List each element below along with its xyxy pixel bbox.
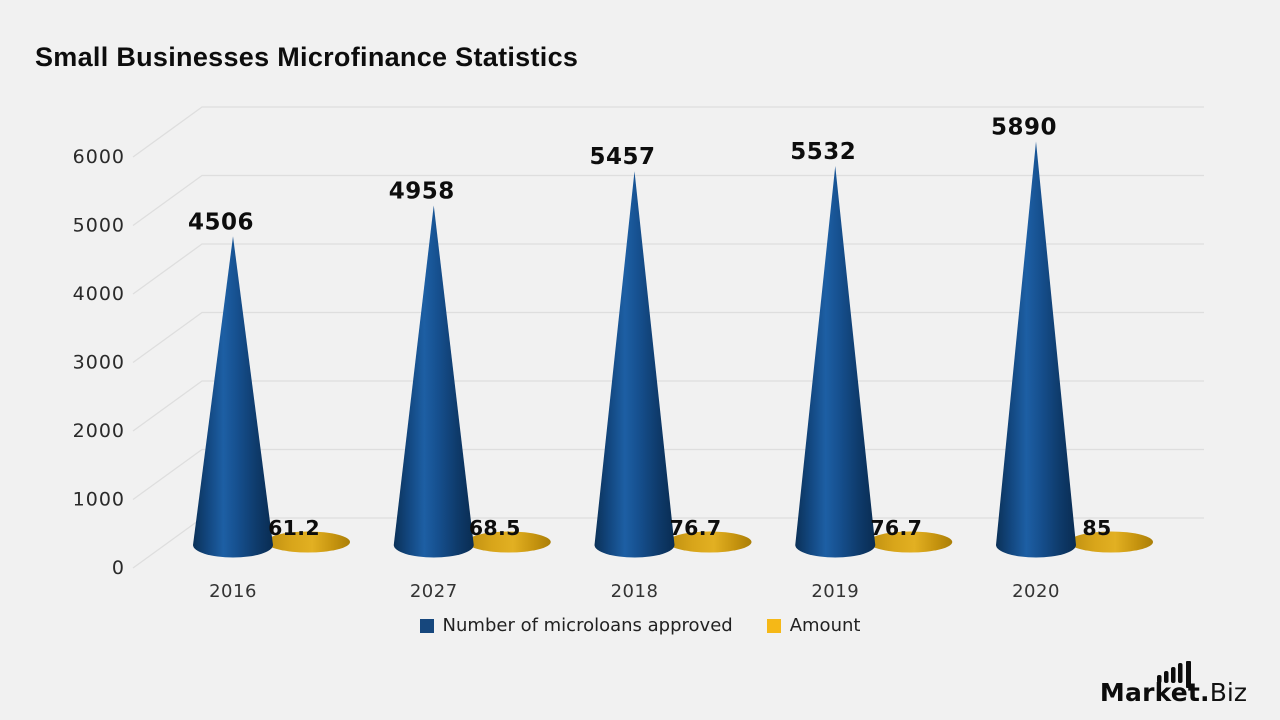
gridline-6000 [132, 106, 1204, 158]
gridline-2000 [132, 380, 1204, 432]
y-tick-label-5000: 5000 [73, 215, 125, 237]
series-layer [193, 141, 1153, 558]
gridline-1000 [132, 448, 1204, 501]
logo-bar-chart-icon [1156, 661, 1191, 688]
y-tick-label-3000: 3000 [73, 352, 125, 374]
cone-2018[interactable] [594, 171, 675, 558]
logo-text-biz: Biz [1209, 678, 1247, 707]
y-tick-label-1000: 1000 [73, 489, 125, 511]
label-layer: 4506 61.2 2016 4958 68.5 2027 5457 76.7 2018 5532… [188, 115, 1111, 602]
amount-ellipse-2018[interactable] [667, 531, 752, 553]
y-tick-label-4000: 4000 [73, 283, 125, 305]
y-tick-label-0: 0 [112, 557, 125, 579]
cone-value-label-2027: 4958 [389, 178, 455, 204]
gridline-4000 [132, 243, 1204, 295]
legend: Number of microloans approved Amount [0, 615, 1280, 636]
x-axis-label-2018: 2018 [611, 581, 659, 602]
legend-item-amount[interactable]: Amount [766, 615, 861, 636]
amount-ellipse-2027[interactable] [466, 531, 551, 553]
legend-label-microloans: Number of microloans approved [442, 615, 733, 636]
grid-layer: 0 1000 2000 3000 4000 5000 6000 [73, 106, 1204, 579]
cone-2027[interactable] [393, 205, 474, 558]
y-tick-label-6000: 6000 [73, 146, 125, 168]
cone-2019[interactable] [795, 166, 876, 558]
y-tick-label-2000: 2000 [73, 420, 125, 442]
cone-2016[interactable] [193, 236, 273, 558]
cone-value-label-2020: 5890 [991, 115, 1057, 141]
x-axis-label-2016: 2016 [209, 581, 257, 602]
x-axis-label-2020: 2020 [1012, 581, 1060, 602]
chart-title: Small Businesses Microfinance Statistics [35, 42, 579, 72]
amount-value-label-2018: 76.7 [670, 516, 722, 540]
legend-label-amount: Amount [789, 615, 861, 636]
gridline-3000 [132, 311, 1204, 364]
logo-text-market: Market. [1099, 678, 1210, 707]
amount-value-label-2027: 68.5 [469, 516, 521, 540]
legend-item-microloans[interactable]: Number of microloans approved [419, 615, 733, 636]
cone-value-label-2018: 5457 [589, 144, 655, 170]
amount-ellipse-2019[interactable] [868, 531, 953, 553]
amount-ellipse-2016[interactable] [266, 531, 350, 553]
x-axis-label-2027: 2027 [410, 581, 458, 602]
x-axis-label-2019: 2019 [811, 581, 859, 602]
cone-2020[interactable] [996, 141, 1076, 558]
amount-value-label-2016: 61.2 [268, 516, 320, 540]
legend-swatch-amount-icon [766, 618, 781, 633]
cone-value-label-2016: 4506 [188, 209, 254, 235]
cone-value-label-2019: 5532 [790, 139, 856, 165]
amount-value-label-2020: 85 [1082, 516, 1111, 540]
market-biz-logo: Market. Biz [1099, 661, 1247, 707]
amount-ellipse-2020[interactable] [1069, 531, 1153, 553]
legend-swatch-microloans-icon [419, 618, 434, 633]
amount-value-label-2019: 76.7 [870, 516, 922, 540]
gridline-5000 [132, 174, 1204, 227]
